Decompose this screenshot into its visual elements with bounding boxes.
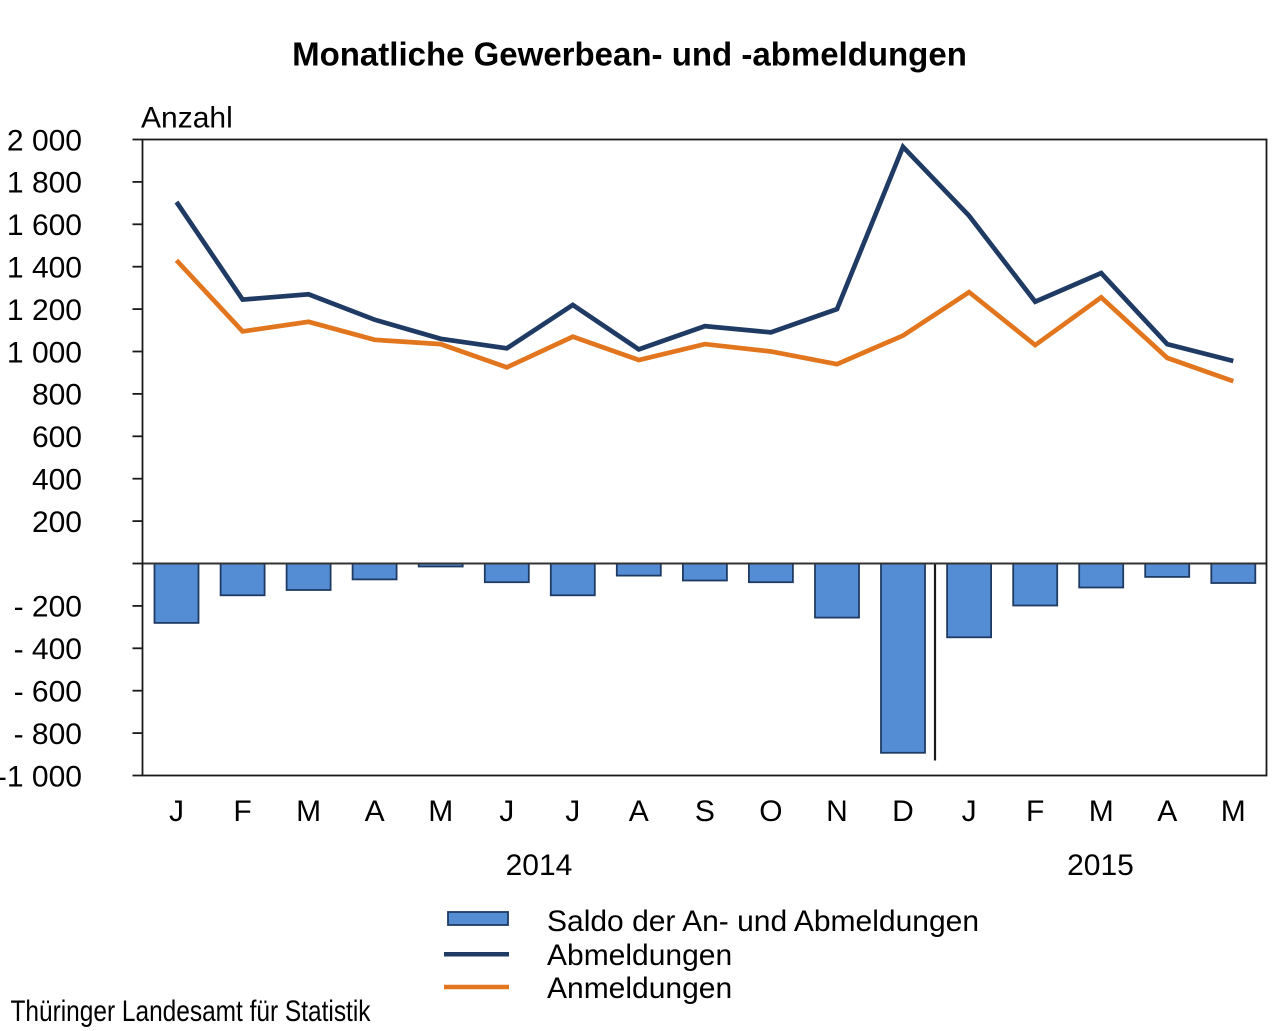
svg-text:1 400: 1 400 <box>7 252 82 285</box>
svg-text:Saldo der An- und Abmeldungen: Saldo der An- und Abmeldungen <box>547 905 979 938</box>
svg-text:Thüringer Landesamt für Statis: Thüringer Landesamt für Statistik <box>11 995 372 1028</box>
svg-text:200: 200 <box>32 506 82 539</box>
svg-text:1 000: 1 000 <box>7 336 82 369</box>
svg-text:A: A <box>629 795 649 828</box>
svg-text:- 400: - 400 <box>14 633 82 666</box>
svg-text:- 800: - 800 <box>14 718 82 751</box>
svg-text:O: O <box>759 795 782 828</box>
svg-text:400: 400 <box>32 464 82 497</box>
svg-text:2015: 2015 <box>1067 849 1134 882</box>
svg-text:A: A <box>365 795 385 828</box>
svg-text:Anmeldungen: Anmeldungen <box>547 972 732 1005</box>
svg-text:J: J <box>499 795 514 828</box>
svg-text:M: M <box>296 795 321 828</box>
svg-text:1 200: 1 200 <box>7 294 82 327</box>
svg-text:J: J <box>565 795 580 828</box>
svg-text:M: M <box>1089 795 1114 828</box>
svg-text:800: 800 <box>32 379 82 412</box>
svg-text:600: 600 <box>32 421 82 454</box>
svg-text:M: M <box>1221 795 1246 828</box>
svg-text:1 600: 1 600 <box>7 209 82 242</box>
svg-text:- 600: - 600 <box>14 676 82 709</box>
svg-text:Monatliche Gewerbean- und -abm: Monatliche Gewerbean- und -abmeldungen <box>292 35 967 72</box>
svg-text:D: D <box>892 795 914 828</box>
svg-text:M: M <box>428 795 453 828</box>
svg-text:Anzahl: Anzahl <box>141 102 233 135</box>
svg-text:F: F <box>233 795 251 828</box>
svg-text:-1 000: -1 000 <box>0 760 82 793</box>
svg-text:Abmeldungen: Abmeldungen <box>547 939 732 972</box>
svg-text:2 000: 2 000 <box>7 124 82 157</box>
svg-text:2014: 2014 <box>506 849 573 882</box>
svg-text:- 200: - 200 <box>14 591 82 624</box>
svg-text:1 800: 1 800 <box>7 167 82 200</box>
svg-text:A: A <box>1157 795 1177 828</box>
svg-text:S: S <box>695 795 715 828</box>
svg-text:J: J <box>169 795 184 828</box>
svg-text:J: J <box>962 795 977 828</box>
svg-text:F: F <box>1026 795 1044 828</box>
svg-text:N: N <box>826 795 848 828</box>
